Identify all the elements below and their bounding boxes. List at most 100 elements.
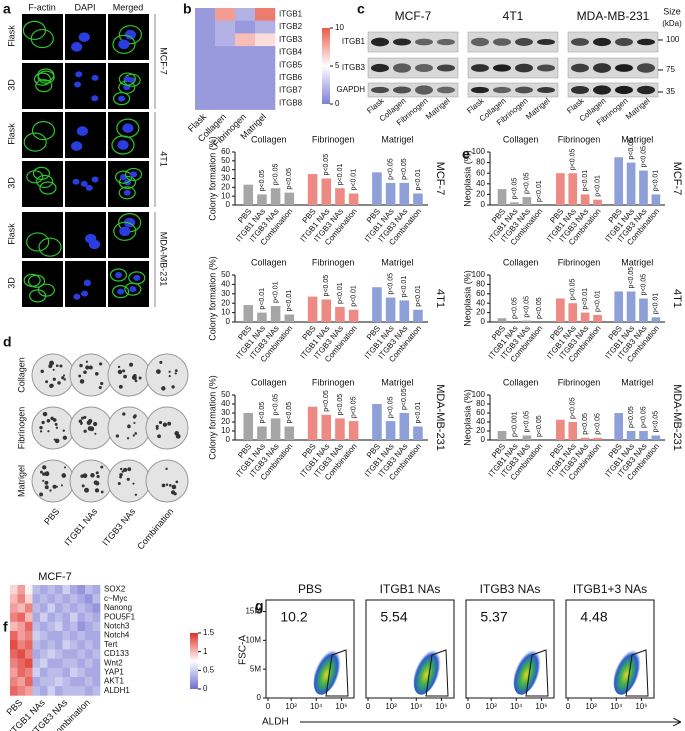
p-value-label: p<0.05: [524, 411, 531, 433]
cell-actin: [29, 289, 47, 303]
protein-label: ITGB1: [342, 37, 366, 46]
heat-cell: [70, 667, 78, 678]
well: [31, 459, 75, 503]
p-value-label: p<0.05: [570, 278, 577, 300]
heat-cell: [25, 612, 33, 623]
colony: [159, 360, 163, 364]
y-tick-label: 10: [221, 308, 230, 317]
y-tick-label: 80: [476, 280, 485, 289]
row-label: YAP1: [104, 668, 124, 677]
colony: [52, 377, 56, 381]
bar: [257, 312, 267, 322]
colony: [174, 431, 180, 436]
colony: [55, 426, 59, 429]
band: [637, 85, 655, 95]
heat-cell: [235, 20, 256, 34]
colony: [83, 415, 87, 419]
lane-label: Matrigel: [424, 96, 452, 121]
colony: [132, 434, 135, 437]
bar: [372, 287, 382, 322]
heat-cell: [32, 621, 41, 632]
y-axis-label: Colony formation (%): [207, 256, 217, 341]
heat-cell: [40, 649, 48, 659]
cell-nucleus: [85, 184, 93, 191]
plot-title: PBS: [298, 582, 322, 596]
panel-letter: a: [3, 1, 11, 17]
band: [537, 38, 555, 46]
heat-cell: [47, 585, 56, 595]
cell-actin: [118, 186, 136, 200]
heat-cell: [92, 585, 101, 595]
y-tick-label: 100: [472, 147, 486, 156]
blot-title: 4T1: [503, 9, 524, 23]
y-tick-label: 80: [476, 158, 485, 167]
column-label: Combination: [135, 506, 175, 551]
band: [593, 63, 611, 73]
band: [637, 38, 655, 46]
band: [437, 64, 455, 72]
y-tick-label: 60: [476, 168, 485, 177]
colony: [90, 473, 95, 478]
row-label: Flask: [6, 25, 16, 47]
colony: [87, 418, 93, 424]
heat-cell: [195, 71, 216, 85]
gate: [525, 649, 549, 697]
colorbar-label: 0: [203, 684, 208, 693]
colony: [133, 414, 137, 418]
cell-nucleus: [130, 171, 138, 178]
colony: [61, 473, 67, 478]
well: [31, 406, 75, 450]
plot-title: ITGB3 NAs: [480, 582, 541, 596]
heat-cell: [32, 658, 41, 669]
well: [69, 353, 113, 397]
band: [437, 86, 455, 94]
heat-cell: [235, 96, 256, 110]
heat-cell: [25, 594, 33, 604]
size-unit: (kDa): [662, 19, 682, 28]
p-value-label: p<0.05: [286, 168, 293, 190]
heat-cell: [255, 20, 276, 34]
cell-nucleus: [81, 290, 89, 297]
bar: [556, 173, 565, 205]
heat-cell: [47, 594, 56, 604]
heat-cell: [85, 667, 93, 678]
blot: [567, 82, 659, 98]
colony: [168, 370, 171, 373]
heat-cell: [62, 677, 71, 687]
p-value-label: p<0.01: [415, 402, 422, 424]
colorbar-label: 10: [335, 23, 344, 32]
colony: [82, 473, 88, 479]
heat-cell: [70, 612, 78, 623]
heat-cell: [85, 631, 93, 641]
bar: [321, 299, 332, 322]
heat-cell: [92, 667, 101, 678]
p-value-label: p<0.05: [350, 396, 357, 418]
row-label: Tert: [104, 640, 118, 649]
column-label: PBS: [42, 506, 61, 526]
band: [571, 38, 589, 46]
heat-cell: [235, 58, 256, 72]
y-tick-label: 40: [221, 165, 230, 174]
heat-cell: [70, 677, 78, 687]
band: [415, 64, 433, 72]
heat-cell: [85, 621, 93, 632]
x-tick-label: 10⁶: [335, 702, 347, 711]
band: [471, 64, 489, 72]
bar: [307, 174, 318, 205]
heat-cell: [255, 46, 276, 60]
heat-cell: [92, 640, 101, 650]
cell-line-label: MDA-MB-231: [159, 232, 169, 287]
p-value-label: p<0.05: [401, 388, 408, 410]
heat-cell: [62, 649, 71, 659]
gate: [425, 649, 449, 697]
plot-title: ITGB1+3 NAs: [573, 582, 647, 596]
bar: [626, 291, 636, 322]
y-tick-label: 40: [221, 399, 230, 408]
heat-cell: [235, 33, 256, 47]
row-label: SOX2: [104, 585, 126, 594]
y-tick-label: 80: [476, 399, 485, 408]
row-label: ITGB3: [279, 35, 303, 44]
bar: [270, 306, 281, 322]
heat-cell: [92, 658, 101, 669]
band: [571, 86, 589, 94]
